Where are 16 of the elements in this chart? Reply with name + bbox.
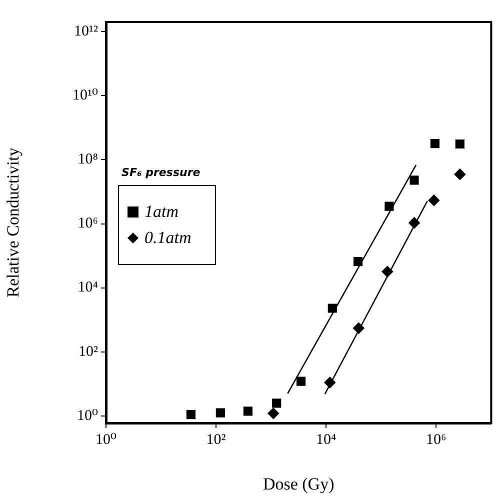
legend-title: SF₆ pressure <box>122 166 202 180</box>
x-tick-label: 10⁴ <box>316 432 336 448</box>
y-tick-label: 10⁶ <box>78 216 98 232</box>
y-tick-label: 10⁰ <box>76 408 98 424</box>
x-tick-label: 10⁰ <box>95 432 117 448</box>
legend-label: 1atm <box>144 202 179 222</box>
y-tick-label: 10⁴ <box>78 280 98 296</box>
y-tick-label: 10¹² <box>74 24 98 40</box>
x-axis-title: Dose (Gy) <box>262 474 334 494</box>
y-tick-label: 10⁸ <box>78 152 98 168</box>
x-tick-label: 10² <box>206 432 226 448</box>
y-tick-label: 10¹⁰ <box>72 88 98 104</box>
y-tick-label: 10² <box>78 344 98 360</box>
x-tick-label: 10⁶ <box>426 432 446 448</box>
legend-label: 0.1atm <box>144 228 192 248</box>
y-axis-title: Relative Conductivity <box>4 147 23 298</box>
